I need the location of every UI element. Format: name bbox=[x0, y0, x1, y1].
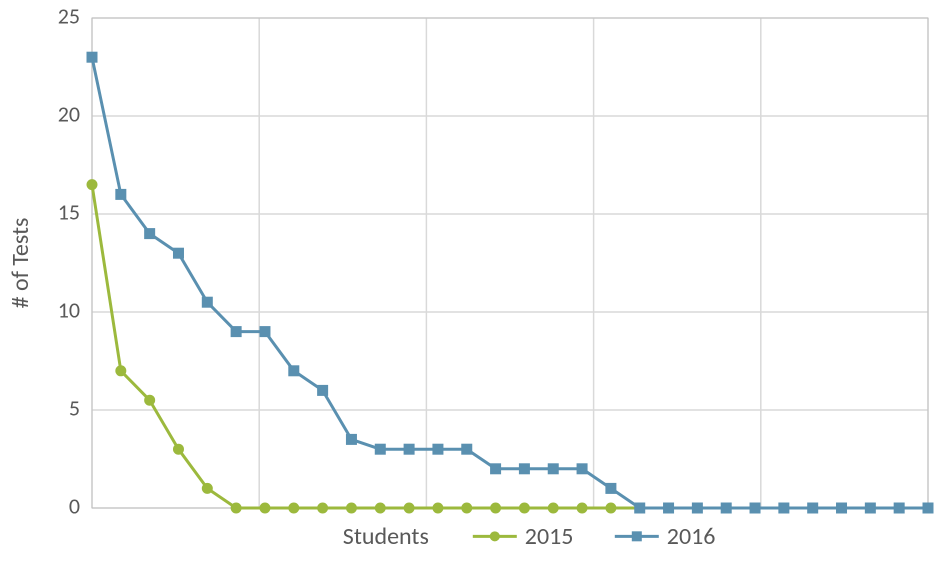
series-marker-2016 bbox=[231, 327, 241, 337]
x-axis-title: Students bbox=[343, 522, 429, 551]
series-marker-2016 bbox=[202, 297, 212, 307]
series-marker-2016 bbox=[894, 503, 904, 513]
series-marker-2016 bbox=[837, 503, 847, 513]
series-marker-2016 bbox=[462, 444, 472, 454]
series-marker-2015 bbox=[462, 503, 472, 513]
series-marker-2015 bbox=[606, 503, 616, 513]
series-marker-2016 bbox=[289, 366, 299, 376]
series-marker-2016 bbox=[116, 189, 126, 199]
series-marker-2015 bbox=[491, 503, 501, 513]
series-marker-2016 bbox=[491, 464, 501, 474]
series-marker-2016 bbox=[721, 503, 731, 513]
y-tick-label: 5 bbox=[69, 394, 80, 421]
series-marker-2015 bbox=[260, 503, 270, 513]
y-tick-label: 15 bbox=[58, 198, 80, 225]
series-marker-2015 bbox=[202, 483, 212, 493]
series-marker-2016 bbox=[375, 444, 385, 454]
series-marker-2016 bbox=[692, 503, 702, 513]
series-marker-2016 bbox=[779, 503, 789, 513]
series-marker-2016 bbox=[318, 385, 328, 395]
series-marker-2016 bbox=[519, 464, 529, 474]
series-marker-2016 bbox=[635, 503, 645, 513]
series-marker-2015 bbox=[577, 503, 587, 513]
y-axis-title: # of Tests bbox=[6, 218, 35, 309]
series-marker-2016 bbox=[865, 503, 875, 513]
series-marker-2016 bbox=[173, 248, 183, 258]
series-marker-2016 bbox=[87, 52, 97, 62]
series-marker-2015 bbox=[433, 503, 443, 513]
series-marker-2015 bbox=[173, 444, 183, 454]
series-marker-2015 bbox=[548, 503, 558, 513]
legend-label: 2015 bbox=[525, 522, 574, 551]
series-marker-2015 bbox=[116, 366, 126, 376]
series-marker-2015 bbox=[289, 503, 299, 513]
y-tick-label: 0 bbox=[69, 492, 80, 519]
series-marker-2015 bbox=[404, 503, 414, 513]
y-tick-label: 20 bbox=[58, 100, 80, 127]
series-marker-2016 bbox=[750, 503, 760, 513]
series-marker-2016 bbox=[808, 503, 818, 513]
series-marker-2015 bbox=[87, 180, 97, 190]
series-marker-2016 bbox=[923, 503, 933, 513]
y-tick-label: 25 bbox=[58, 2, 80, 29]
series-marker-2015 bbox=[375, 503, 385, 513]
series-marker-2016 bbox=[664, 503, 674, 513]
series-marker-2016 bbox=[404, 444, 414, 454]
legend-label: 2016 bbox=[667, 522, 716, 551]
series-marker-2015 bbox=[519, 503, 529, 513]
series-marker-2016 bbox=[548, 464, 558, 474]
y-tick-label: 10 bbox=[58, 296, 80, 323]
series-marker-2016 bbox=[346, 434, 356, 444]
series-marker-2016 bbox=[433, 444, 443, 454]
series-marker-2016 bbox=[145, 229, 155, 239]
series-marker-2015 bbox=[145, 395, 155, 405]
line-chart: 0 5 10 15 20 25 # of Tests Students 2015 2016 bbox=[0, 0, 952, 564]
series-marker-2015 bbox=[346, 503, 356, 513]
series-marker-2016 bbox=[260, 327, 270, 337]
series-marker-2016 bbox=[606, 483, 616, 493]
series-marker-2015 bbox=[231, 503, 241, 513]
series-marker-2016 bbox=[577, 464, 587, 474]
series-marker-2015 bbox=[318, 503, 328, 513]
